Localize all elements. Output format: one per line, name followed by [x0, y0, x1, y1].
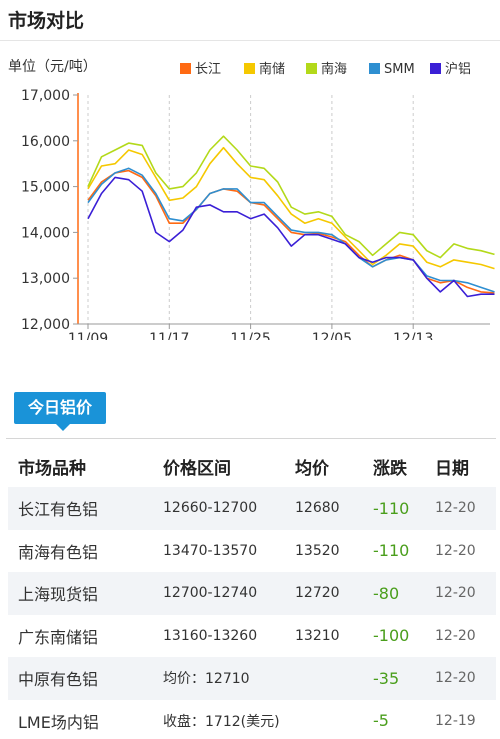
cell-range: 12700-12740	[153, 572, 291, 615]
legend-swatch	[369, 63, 380, 74]
cell-avg: 12680	[291, 487, 371, 530]
legend-label: 沪铝	[445, 61, 471, 77]
cell-avg: 13210	[291, 615, 371, 658]
cell-range: 收盘：1712(美元)	[153, 700, 291, 739]
series-line	[88, 148, 495, 269]
header-market: 市场品种	[8, 445, 153, 487]
section-title: 市场对比	[8, 6, 84, 33]
cell-date: 12-20	[433, 657, 496, 700]
cell-date: 12-20	[433, 487, 496, 530]
x-tick-label: 11/09	[68, 331, 108, 340]
legend-swatch	[244, 63, 255, 74]
y-tick-label: 12,000	[21, 317, 70, 333]
price-comparison-chart: 单位（元/吨） 长江 南储 南海 SMM 沪铝 12,000 13,000 14,000 15…	[0, 50, 500, 340]
cell-avg	[291, 700, 371, 739]
legend-swatch	[306, 63, 317, 74]
y-tick-label: 16,000	[21, 134, 70, 150]
cell-avg	[291, 657, 371, 700]
cell-date: 12-20	[433, 530, 496, 573]
table-row: 中原有色铝 均价：12710 -35 12-20	[8, 657, 496, 700]
today-price-tab[interactable]: 今日铝价	[14, 392, 106, 424]
table-row: 广东南储铝 13160-13260 13210 -100 12-20	[8, 615, 496, 658]
y-tick-label: 13,000	[21, 271, 70, 287]
cell-range: 13160-13260	[153, 615, 291, 658]
cell-change: -110	[371, 530, 433, 573]
cell-change: -5	[371, 700, 433, 739]
header-date: 日期	[433, 445, 496, 487]
title-divider	[0, 40, 500, 41]
x-tick-label: 12/13	[393, 331, 433, 340]
cell-market: LME场内铝	[8, 700, 153, 739]
table-row: 长江有色铝 12660-12700 12680 -110 12-20	[8, 487, 496, 530]
cell-market: 中原有色铝	[8, 657, 153, 700]
x-tick-label: 11/25	[230, 331, 270, 340]
cell-change: -35	[371, 657, 433, 700]
cell-range: 12660-12700	[153, 487, 291, 530]
tab-divider	[6, 438, 496, 439]
chart-series-lines	[88, 136, 495, 296]
y-tick-label: 17,000	[21, 88, 70, 104]
chart-gridlines	[88, 95, 413, 324]
cell-avg: 13520	[291, 530, 371, 573]
y-tick-label: 14,000	[21, 225, 70, 241]
cell-date: 12-20	[433, 572, 496, 615]
header-avg: 均价	[291, 445, 371, 487]
chart-legend: 长江 南储 南海 SMM 沪铝	[180, 61, 471, 77]
legend-swatch	[430, 63, 441, 74]
cell-date: 12-19	[433, 700, 496, 739]
legend-item[interactable]: 沪铝	[430, 61, 471, 77]
cell-range: 均价：12710	[153, 657, 291, 700]
y-axis-unit-label: 单位（元/吨）	[8, 59, 97, 75]
legend-label: 南储	[259, 61, 285, 77]
series-line	[88, 136, 495, 257]
legend-label: 南海	[321, 61, 347, 77]
price-table: 市场品种 价格区间 均价 涨跌 日期 长江有色铝 12660-12700 126…	[8, 445, 496, 739]
table-header-row: 市场品种 价格区间 均价 涨跌 日期	[8, 445, 496, 487]
table-row: 南海有色铝 13470-13570 13520 -110 12-20	[8, 530, 496, 573]
header-change: 涨跌	[371, 445, 433, 487]
cell-market: 南海有色铝	[8, 530, 153, 573]
cell-market: 长江有色铝	[8, 487, 153, 530]
legend-item[interactable]: 南储	[244, 61, 285, 77]
table-row: 上海现货铝 12700-12740 12720 -80 12-20	[8, 572, 496, 615]
cell-change: -110	[371, 487, 433, 530]
legend-label: 长江	[195, 62, 221, 77]
cell-change: -80	[371, 572, 433, 615]
series-line	[88, 171, 495, 293]
cell-avg: 12720	[291, 572, 371, 615]
cell-market: 上海现货铝	[8, 572, 153, 615]
cell-market: 广东南储铝	[8, 615, 153, 658]
header-range: 价格区间	[153, 445, 291, 487]
legend-item[interactable]: 长江	[180, 62, 221, 77]
legend-label: SMM	[384, 62, 415, 77]
legend-swatch	[180, 63, 191, 74]
legend-item[interactable]: 南海	[306, 61, 347, 77]
y-tick-label: 15,000	[21, 180, 70, 196]
cell-date: 12-20	[433, 615, 496, 658]
x-tick-label: 12/05	[312, 331, 352, 340]
cell-change: -100	[371, 615, 433, 658]
cell-range: 13470-13570	[153, 530, 291, 573]
x-tick-label: 11/17	[149, 331, 189, 340]
legend-item[interactable]: SMM	[369, 62, 415, 77]
table-row: LME场内铝 收盘：1712(美元) -5 12-19	[8, 700, 496, 739]
